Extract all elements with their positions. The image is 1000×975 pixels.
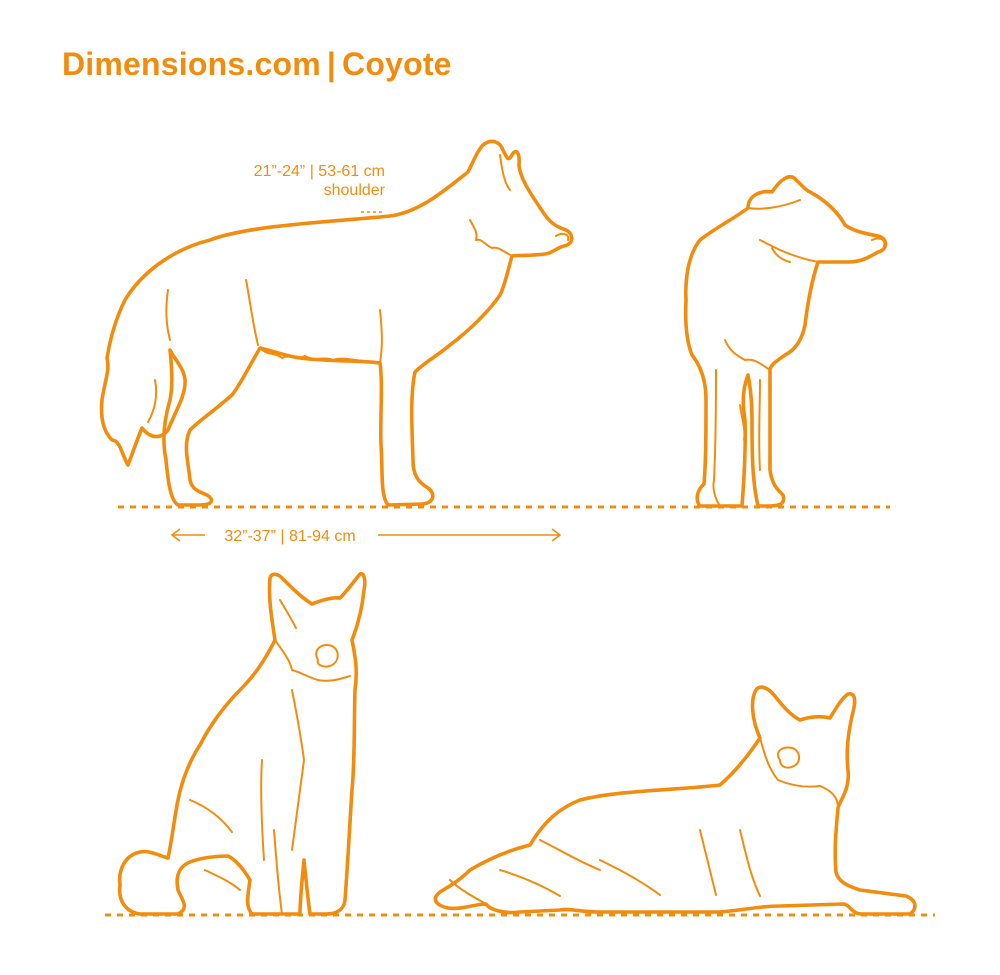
- shoulder-height-label: 21”-24” | 53-61 cm: [254, 163, 385, 180]
- title-separator: |: [326, 46, 337, 82]
- coyote-sitting-view: [117, 571, 367, 916]
- arrow-right-icon: [551, 528, 562, 542]
- coyote-front-view: [683, 175, 888, 508]
- coyote-lying-view: [433, 685, 917, 916]
- coyote-side-view: [99, 139, 574, 507]
- brand-name: Dimensions.com: [62, 46, 321, 82]
- body-length-dimension: 32”-37” | 81-94 cm: [170, 528, 562, 545]
- shoulder-caption: shoulder: [324, 182, 386, 199]
- page-title: Dimensions.com | Coyote: [62, 44, 452, 84]
- arrow-left-icon: [170, 528, 181, 542]
- body-length-label: 32”-37” | 81-94 cm: [224, 528, 355, 545]
- animal-name: Coyote: [342, 46, 452, 82]
